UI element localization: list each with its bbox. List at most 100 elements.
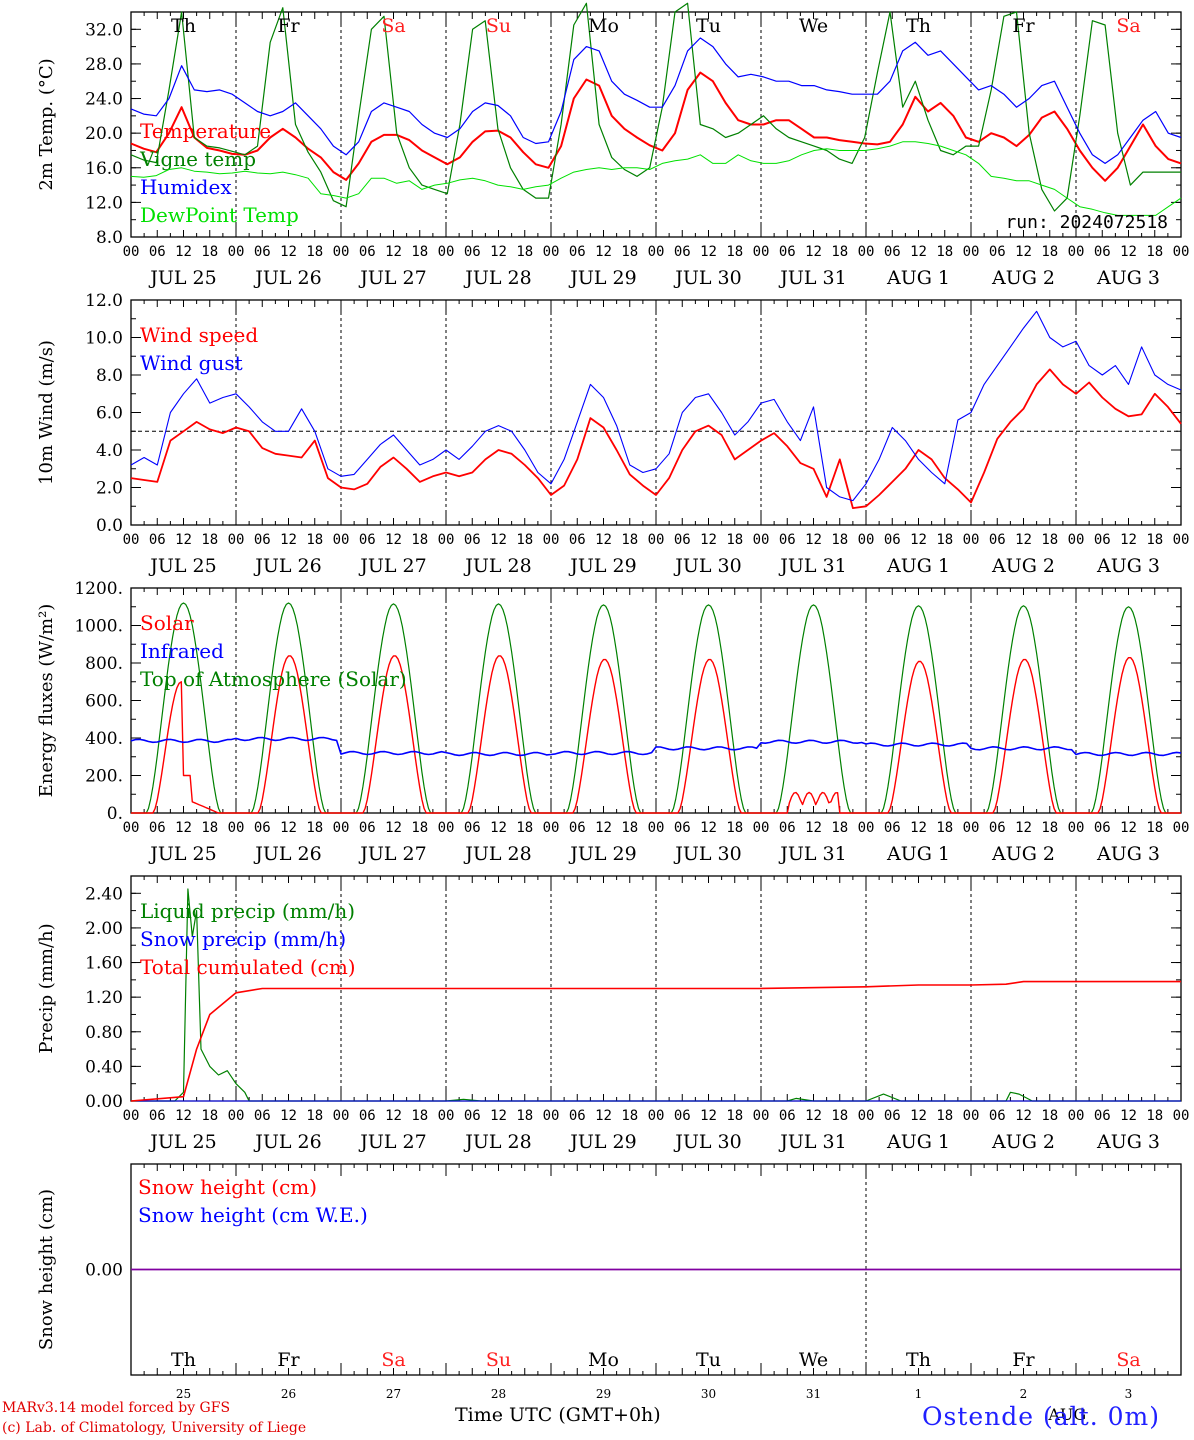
day-number-label: 31 xyxy=(806,1387,821,1401)
hour-tick-label: 00 xyxy=(543,1108,560,1124)
hour-tick-label: 06 xyxy=(779,820,796,836)
y-tick-label: 400. xyxy=(85,729,123,749)
hour-tick-label: 00 xyxy=(123,532,140,548)
weekday-label: Fr xyxy=(1012,1349,1035,1371)
y-tick-label: 1.60 xyxy=(85,954,123,974)
hour-tick-label: 12 xyxy=(175,1108,192,1124)
hour-tick-label: 12 xyxy=(490,1108,507,1124)
date-tick-label: JUL 27 xyxy=(358,555,426,577)
hour-tick-label: 06 xyxy=(989,820,1006,836)
hour-tick-label: 18 xyxy=(726,532,743,548)
hour-tick-label: 12 xyxy=(910,244,927,260)
hour-tick-label: 06 xyxy=(1094,532,1111,548)
hour-tick-label: 00 xyxy=(333,244,350,260)
hour-tick-label: 06 xyxy=(359,532,376,548)
weekday-label: We xyxy=(799,15,828,37)
day-number-label: 3 xyxy=(1125,1387,1133,1401)
date-tick-label: JUL 30 xyxy=(673,1131,741,1153)
date-tick-label: AUG 3 xyxy=(1096,1131,1160,1153)
hour-tick-label: 12 xyxy=(490,532,507,548)
legend-label: Snow precip (mm/h) xyxy=(140,927,346,951)
hour-tick-label: 18 xyxy=(201,820,218,836)
hour-tick-label: 12 xyxy=(910,820,927,836)
hour-tick-label: 18 xyxy=(831,244,848,260)
hour-tick-label: 00 xyxy=(333,820,350,836)
hour-tick-label: 06 xyxy=(254,1108,271,1124)
y-axis-title: Energy fluxes (W/m²) xyxy=(36,604,57,798)
y-axis-title: 2m Temp. (°C) xyxy=(36,58,57,190)
hour-tick-label: 18 xyxy=(726,244,743,260)
date-tick-label: JUL 30 xyxy=(673,843,741,865)
hour-tick-label: 06 xyxy=(1094,1108,1111,1124)
hour-tick-label: 18 xyxy=(516,820,533,836)
hour-tick-label: 00 xyxy=(648,532,665,548)
hour-tick-label: 12 xyxy=(385,1108,402,1124)
panel-snow: 0.00 Snow height (cm) Snow height (cm) Snow… xyxy=(36,1163,1182,1424)
hour-tick-label: 06 xyxy=(464,820,481,836)
hour-tick-label: 18 xyxy=(621,532,638,548)
hour-tick-label: 18 xyxy=(831,820,848,836)
hour-tick-label: 18 xyxy=(306,820,323,836)
y-tick-label: 0.80 xyxy=(85,1023,123,1043)
run-label: run: 2024072518 xyxy=(1005,212,1168,233)
hour-tick-label: 12 xyxy=(1120,244,1137,260)
date-tick-label: AUG 2 xyxy=(991,843,1055,865)
series-line-wind-speed xyxy=(130,368,1182,510)
y-tick-label: 0.00 xyxy=(85,1092,123,1112)
hour-tick-label: 18 xyxy=(1146,820,1163,836)
hour-tick-label: 18 xyxy=(306,244,323,260)
hour-tick-label: 00 xyxy=(963,820,980,836)
hour-tick-label: 00 xyxy=(333,532,350,548)
hour-tick-label: 00 xyxy=(438,244,455,260)
y-tick-label: 12.0 xyxy=(85,193,123,213)
hour-tick-label: 18 xyxy=(516,1108,533,1124)
y-axis-title: Snow height (cm) xyxy=(36,1189,57,1350)
date-tick-label: JUL 27 xyxy=(358,267,426,289)
day-number-label: 26 xyxy=(281,1387,296,1401)
weekday-label: Su xyxy=(486,1349,511,1371)
y-tick-label: 600. xyxy=(85,692,123,712)
station-name: Ostende (alt. 0m) xyxy=(922,1402,1160,1431)
weekday-label: Sa xyxy=(1116,15,1140,37)
hour-tick-label: 06 xyxy=(569,244,586,260)
day-number-label: 28 xyxy=(491,1387,506,1401)
date-tick-label: JUL 28 xyxy=(463,555,531,577)
date-tick-label: JUL 26 xyxy=(253,555,321,577)
weekday-label: Mo xyxy=(588,1349,619,1371)
legend-label: Snow height (cm W.E.) xyxy=(138,1203,368,1227)
hour-tick-label: 12 xyxy=(1120,820,1137,836)
hour-tick-label: 18 xyxy=(306,1108,323,1124)
hour-tick-label: 06 xyxy=(674,1108,691,1124)
hour-tick-label: 12 xyxy=(385,820,402,836)
weekday-label: Sa xyxy=(381,1349,405,1371)
hour-tick-label: 06 xyxy=(149,244,166,260)
weekday-label: Th xyxy=(906,1349,931,1371)
hour-tick-label: 00 xyxy=(753,532,770,548)
date-tick-label: JUL 31 xyxy=(778,267,846,289)
legend-label: Liquid precip (mm/h) xyxy=(140,899,355,923)
y-tick-label: 16.0 xyxy=(85,159,123,179)
x-axis-title: Time UTC (GMT+0h) xyxy=(455,1404,661,1426)
date-tick-label: AUG 1 xyxy=(886,1131,950,1153)
hour-tick-label: 00 xyxy=(228,244,245,260)
hour-tick-label: 06 xyxy=(359,244,376,260)
meteogram-panels: 8.012.016.020.024.028.032.02m Temp. (°C)… xyxy=(36,2,1189,1424)
hour-tick-label: 12 xyxy=(490,820,507,836)
date-tick-label: JUL 28 xyxy=(463,267,531,289)
hour-tick-label: 06 xyxy=(674,244,691,260)
panel-precip: 0.00 0.40 0.80 1.20 1.60 2.00 2.40 Precip (mm/h… xyxy=(36,875,1189,1153)
date-tick-label: JUL 28 xyxy=(463,1131,531,1153)
weekday-label: Th xyxy=(906,15,931,37)
hour-tick-label: 06 xyxy=(779,532,796,548)
date-tick-label: AUG 2 xyxy=(991,267,1055,289)
date-tick-label: JUL 29 xyxy=(568,843,636,865)
date-tick-label: AUG 1 xyxy=(886,267,950,289)
date-tick-label: JUL 25 xyxy=(148,843,216,865)
hour-tick-label: 18 xyxy=(516,244,533,260)
y-tick-label: 8.0 xyxy=(96,366,123,386)
hour-tick-label: 06 xyxy=(1094,820,1111,836)
hour-tick-label: 12 xyxy=(595,1108,612,1124)
hour-tick-label: 00 xyxy=(648,244,665,260)
hour-tick-label: 06 xyxy=(674,532,691,548)
panel-temp: 8.0 12.0 16.0 20.0 24.0 28.0 32.0 2m Temp. (°C)… xyxy=(36,2,1189,289)
